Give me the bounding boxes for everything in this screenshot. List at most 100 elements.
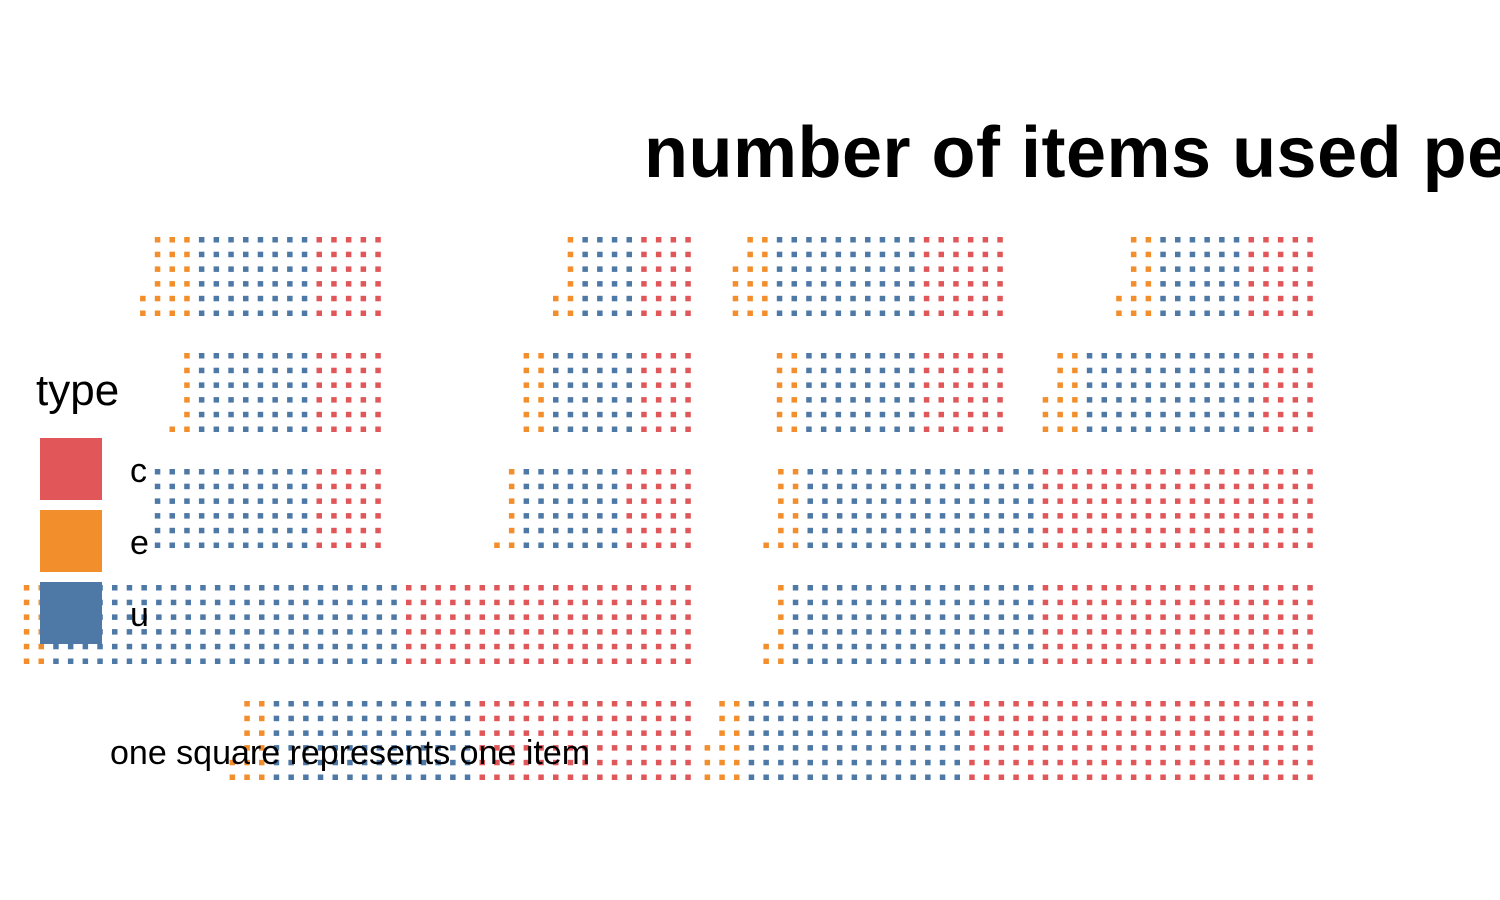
waffle-square-u (806, 353, 812, 359)
waffle-square-c (1233, 483, 1240, 490)
waffle-square-e (776, 353, 783, 359)
waffle-square-c (420, 643, 427, 650)
waffle-square-e (1072, 353, 1078, 359)
waffle-square-c (1204, 599, 1210, 606)
waffle-square-u (391, 774, 397, 780)
waffle-square-e (1057, 382, 1063, 388)
waffle-square-u (822, 759, 828, 766)
waffle-square-u (881, 599, 887, 606)
waffle-square-u (287, 353, 293, 359)
waffle-square-e (1116, 295, 1122, 302)
waffle-square-u (257, 513, 264, 519)
waffle-square-c (685, 382, 691, 388)
waffle-square-c (997, 367, 1003, 374)
waffle-square-c (1219, 629, 1225, 635)
waffle-square-c (655, 701, 662, 707)
waffle-square-u (156, 629, 162, 635)
waffle-square-u (347, 614, 353, 620)
waffle-square-c (1116, 759, 1122, 766)
waffle-square-c (567, 599, 574, 606)
waffle-square-c (375, 382, 381, 388)
waffle-square-u (909, 367, 915, 374)
waffle-square-u (169, 513, 175, 519)
waffle-square-u (126, 629, 133, 635)
waffle-square-c (611, 759, 618, 766)
waffle-square-c (923, 266, 930, 272)
waffle-square-u (998, 483, 1005, 490)
waffle-square-u (969, 469, 975, 475)
waffle-square-u (895, 614, 902, 620)
waffle-square-u (806, 367, 812, 374)
waffle-square-c (567, 701, 574, 707)
waffle-square-c (1219, 658, 1225, 664)
waffle-square-u (228, 281, 234, 287)
waffle-square-c (375, 411, 381, 418)
waffle-square-c (923, 281, 930, 287)
waffle-square-c (1057, 498, 1063, 504)
waffle-square-c (1277, 715, 1284, 722)
waffle-square-u (983, 599, 990, 606)
waffle-panel-8 (1042, 353, 1313, 432)
waffle-square-u (391, 643, 397, 650)
waffle-square-u (807, 513, 813, 519)
waffle-square-c (1263, 281, 1269, 287)
waffle-square-c (1277, 397, 1284, 403)
waffle-square-e (184, 382, 190, 388)
waffle-square-c (967, 353, 974, 359)
waffle-square-c (1175, 614, 1181, 620)
waffle-square-c (1145, 469, 1152, 475)
waffle-square-u (213, 251, 220, 258)
waffle-square-c (567, 715, 574, 722)
waffle-square-u (597, 251, 603, 258)
waffle-square-c (553, 599, 559, 606)
waffle-square-u (850, 397, 856, 403)
waffle-square-c (1263, 469, 1269, 475)
waffle-square-u (1189, 397, 1196, 403)
waffle-square-u (835, 237, 842, 243)
waffle-square-c (1248, 629, 1254, 635)
waffle-square-u (259, 585, 265, 591)
waffle-square-c (967, 411, 974, 418)
waffle-square-c (923, 295, 930, 302)
waffle-square-u (420, 715, 427, 722)
waffle-square-u (1175, 426, 1181, 432)
waffle-square-c (1028, 759, 1034, 766)
waffle-square-u (200, 643, 206, 650)
waffle-square-c (967, 251, 974, 258)
waffle-square-e (791, 353, 797, 359)
waffle-square-u (287, 411, 293, 418)
waffle-square-u (1116, 367, 1122, 374)
waffle-square-u (301, 310, 308, 316)
waffle-square-c (1072, 730, 1078, 736)
waffle-square-u (1233, 426, 1240, 432)
waffle-square-u (850, 281, 856, 287)
waffle-square-u (895, 483, 902, 490)
waffle-square-u (287, 382, 293, 388)
waffle-square-u (879, 411, 886, 418)
waffle-square-u (1145, 367, 1152, 374)
waffle-square-c (953, 367, 959, 374)
waffle-square-u (881, 629, 887, 635)
waffle-square-u (229, 599, 236, 606)
waffle-square-e (169, 295, 175, 302)
waffle-square-u (1233, 367, 1240, 374)
waffle-square-u (792, 701, 799, 707)
waffle-square-u (776, 266, 783, 272)
waffle-square-c (1086, 658, 1093, 664)
waffle-square-u (376, 658, 383, 664)
waffle-square-c (508, 643, 515, 650)
waffle-square-c (1263, 237, 1269, 243)
waffle-square-u (806, 382, 812, 388)
waffle-square-u (301, 411, 308, 418)
waffle-square-c (1263, 310, 1269, 316)
waffle-square-u (910, 469, 916, 475)
waffle-square-c (626, 614, 632, 620)
waffle-square-c (982, 397, 989, 403)
waffle-square-c (331, 411, 337, 418)
waffle-square-u (567, 469, 574, 475)
waffle-square-c (967, 367, 974, 374)
waffle-square-e (763, 658, 769, 664)
waffle-square-u (836, 527, 843, 534)
waffle-square-u (288, 585, 294, 591)
waffle-square-u (1204, 295, 1210, 302)
